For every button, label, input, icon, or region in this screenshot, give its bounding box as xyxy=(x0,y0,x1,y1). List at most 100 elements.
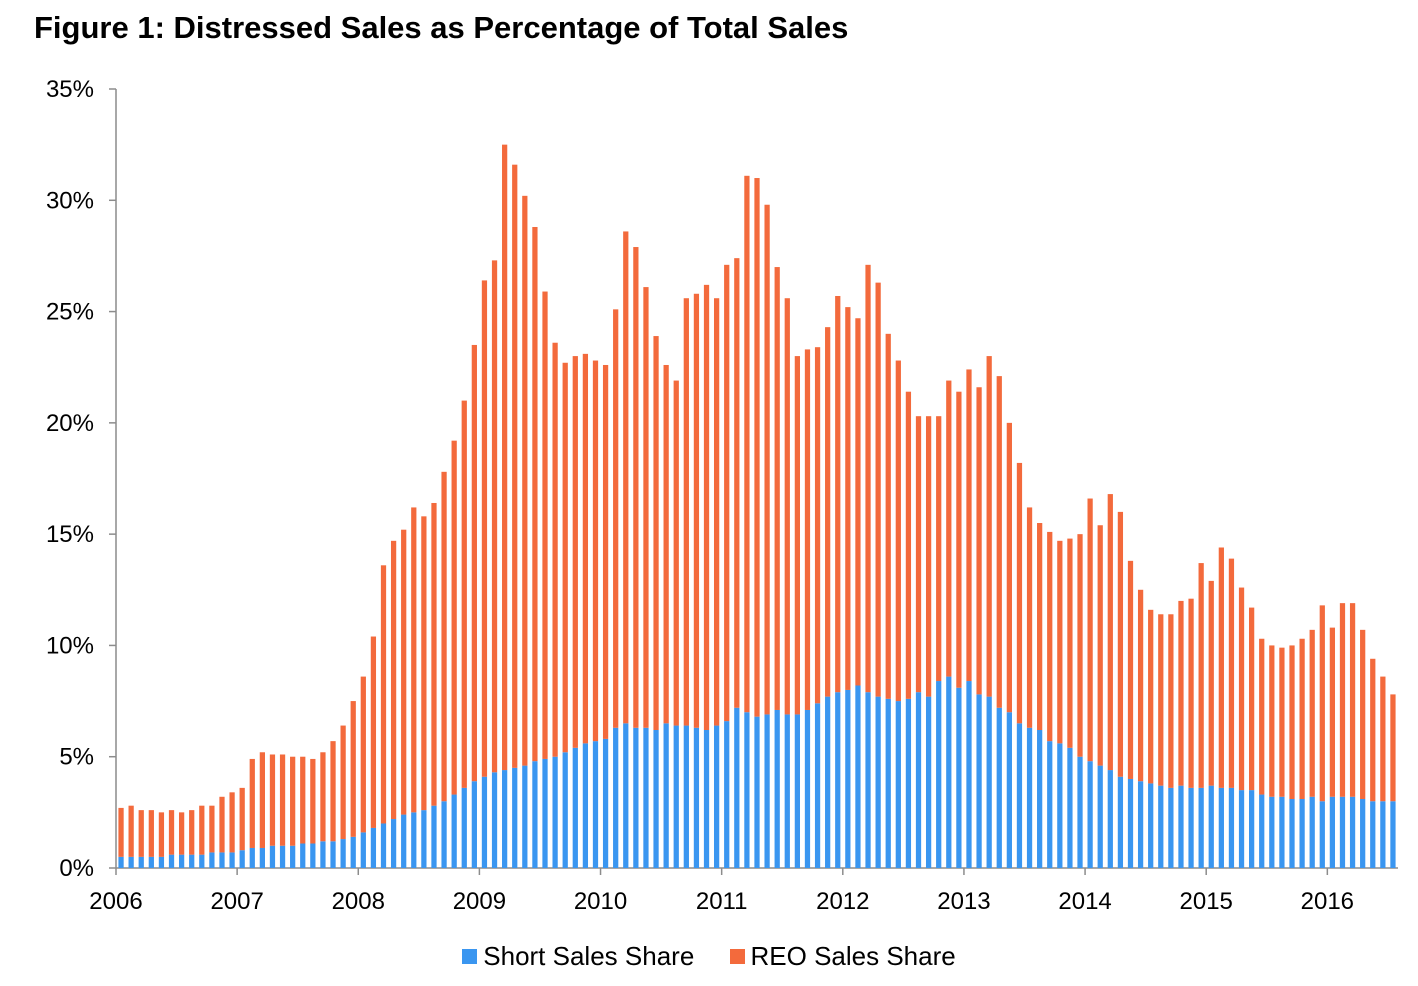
legend: Short Sales Share REO Sales Share xyxy=(0,940,1418,972)
bar-reo-sales xyxy=(249,758,255,848)
bar-short-sales xyxy=(421,810,427,868)
bar-reo-sales xyxy=(138,810,144,857)
x-tick-label: 2014 xyxy=(1058,888,1111,915)
legend-item-short-sales: Short Sales Share xyxy=(462,941,694,972)
bar-short-sales xyxy=(239,850,245,868)
bar-short-sales xyxy=(966,681,972,868)
legend-swatch-short-sales xyxy=(462,949,478,964)
y-tick-label: 20% xyxy=(46,410,94,437)
bar-short-sales xyxy=(835,692,841,868)
bar-reo-sales xyxy=(431,502,437,806)
bar-short-sales xyxy=(189,854,195,868)
bar-reo-sales xyxy=(310,758,316,844)
bar-short-sales xyxy=(956,687,962,868)
bar-short-sales xyxy=(1259,794,1265,868)
bar-reo-sales xyxy=(754,178,760,717)
bar-short-sales xyxy=(905,698,912,868)
x-tick-label: 2010 xyxy=(574,888,627,915)
bar-short-sales xyxy=(996,707,1002,868)
bar-short-sales xyxy=(310,843,316,868)
bar-short-sales xyxy=(1329,796,1336,868)
bar-reo-sales xyxy=(148,810,154,857)
bar-short-sales xyxy=(633,727,639,868)
y-tick-label: 25% xyxy=(46,299,94,326)
bar-reo-sales xyxy=(713,298,720,726)
x-tick-label: 2008 xyxy=(332,888,385,915)
bar-short-sales xyxy=(643,727,649,868)
bar-reo-sales xyxy=(1198,563,1204,788)
bar-reo-sales xyxy=(330,741,336,842)
x-tick-label: 2006 xyxy=(89,888,142,915)
bar-short-sales xyxy=(1339,796,1346,868)
bar-short-sales xyxy=(1117,776,1124,868)
bar-reo-sales xyxy=(643,287,649,728)
bar-reo-sales xyxy=(461,400,467,788)
bar-short-sales xyxy=(613,727,619,868)
bar-reo-sales xyxy=(502,144,508,771)
bar-reo-sales xyxy=(1047,531,1053,742)
bar-short-sales xyxy=(542,758,548,868)
bar-reo-sales xyxy=(845,307,851,690)
bar-reo-sales xyxy=(956,391,962,688)
bar-reo-sales xyxy=(259,752,265,848)
bar-reo-sales xyxy=(411,507,417,813)
bar-short-sales xyxy=(370,827,377,868)
bar-short-sales xyxy=(703,730,710,868)
bar-short-sales xyxy=(754,716,760,868)
bar-short-sales xyxy=(875,696,881,868)
bar-reo-sales xyxy=(1370,658,1376,802)
bar-short-sales xyxy=(360,832,366,868)
bar-short-sales xyxy=(1208,785,1214,868)
bar-short-sales xyxy=(986,696,992,868)
bar-short-sales xyxy=(673,725,679,868)
bar-short-sales xyxy=(199,854,205,868)
bar-short-sales xyxy=(290,845,296,868)
bar-reo-sales xyxy=(1269,645,1275,797)
bar-short-sales xyxy=(946,676,952,868)
bar-short-sales xyxy=(259,847,265,868)
bar-reo-sales xyxy=(613,309,619,728)
bar-short-sales xyxy=(1057,743,1063,868)
bar-short-sales xyxy=(1198,787,1204,868)
bar-reo-sales xyxy=(1097,525,1103,766)
bar-reo-sales xyxy=(623,231,629,724)
bar-reo-sales xyxy=(158,812,165,857)
bar-reo-sales xyxy=(451,440,457,795)
bar-reo-sales xyxy=(915,416,922,693)
bar-reo-sales xyxy=(178,812,185,855)
bar-reo-sales xyxy=(370,636,377,828)
bar-short-sales xyxy=(1218,787,1224,868)
bar-reo-sales xyxy=(764,204,770,715)
bar-reo-sales xyxy=(693,293,700,728)
bar-reo-sales xyxy=(1309,629,1315,797)
bar-reo-sales xyxy=(300,756,306,844)
bar-reo-sales xyxy=(199,805,205,855)
y-tick-label: 30% xyxy=(46,187,94,214)
bar-short-sales xyxy=(1188,787,1194,868)
legend-item-reo-sales: REO Sales Share xyxy=(729,941,956,972)
bar-reo-sales xyxy=(552,342,558,757)
bar-reo-sales xyxy=(946,380,952,677)
bar-short-sales xyxy=(1370,801,1376,868)
x-tick-label: 2012 xyxy=(816,888,869,915)
bar-reo-sales xyxy=(1349,603,1356,797)
x-tick-label: 2009 xyxy=(453,888,506,915)
bar-reo-sales xyxy=(936,416,942,682)
bar-reo-sales xyxy=(219,796,225,853)
bar-short-sales xyxy=(774,709,780,868)
bar-reo-sales xyxy=(421,516,427,811)
bar-short-sales xyxy=(663,723,669,868)
bar-short-sales xyxy=(158,856,165,868)
bar-reo-sales xyxy=(1037,523,1043,731)
bar-short-sales xyxy=(1087,761,1093,868)
bar-reo-sales xyxy=(976,387,982,695)
bar-short-sales xyxy=(1289,799,1295,868)
bar-reo-sales xyxy=(401,529,407,815)
bar-reo-sales xyxy=(855,318,861,686)
bar-reo-sales xyxy=(986,356,992,697)
bar-short-sales xyxy=(279,845,286,868)
y-tick-label: 0% xyxy=(59,855,94,882)
bar-reo-sales xyxy=(663,364,669,724)
bar-short-sales xyxy=(724,721,730,868)
bar-short-sales xyxy=(380,823,387,868)
